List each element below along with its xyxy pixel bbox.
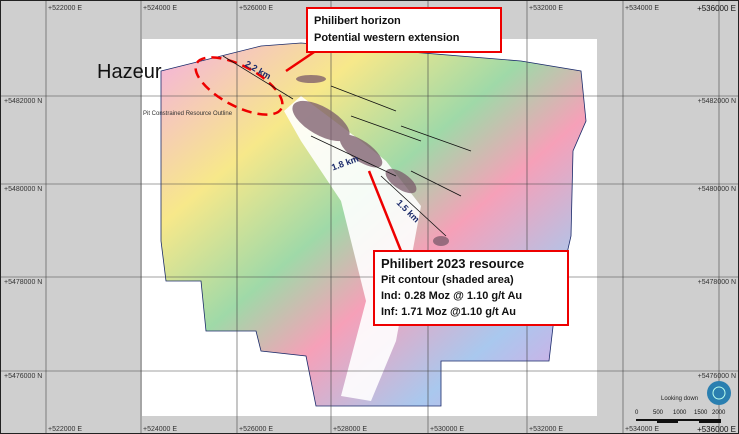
easting-label: +530000 E xyxy=(430,426,464,433)
callout-line: Pit contour (shaded area) xyxy=(381,274,514,286)
easting-label: +534000 E xyxy=(625,5,659,12)
callout-philibert-resource: Philibert 2023 resource Pit contour (sha… xyxy=(373,250,569,326)
easting-label: +532000 E xyxy=(529,5,563,12)
northing-label: +5476000 N xyxy=(4,373,42,380)
scale-label: 1500 xyxy=(694,410,708,416)
view-label: Looking down xyxy=(661,396,699,402)
scale-label: 500 xyxy=(653,410,664,416)
callout-line: Potential western extension xyxy=(314,32,460,44)
easting-label: +522000 E xyxy=(48,426,82,433)
easting-label: +524000 E xyxy=(143,5,177,12)
northing-label: +5480000 N xyxy=(698,186,736,193)
pit-contour-shaded-area xyxy=(292,75,449,246)
easting-label: +526000 E xyxy=(239,426,273,433)
scale-label: 1000 xyxy=(673,410,687,416)
hazeur-label: Hazeur xyxy=(97,61,162,83)
northing-label: +5482000 N xyxy=(698,98,736,105)
scale-label: 0 xyxy=(635,410,639,416)
easting-label: +524000 E xyxy=(143,426,177,433)
callout-philibert-horizon: Philibert horizon Potential western exte… xyxy=(306,7,502,53)
pit-outline-label: Pit Constrained Resource Outline xyxy=(143,111,233,117)
scale-bar xyxy=(636,419,721,423)
callout-title: Philibert 2023 resource xyxy=(381,256,525,271)
northing-label: +5478000 N xyxy=(698,279,736,286)
northing-label: +5480000 N xyxy=(4,186,42,193)
easting-label: +536000 E xyxy=(697,425,736,434)
easting-label: +536000 E xyxy=(697,4,736,13)
compass-ring xyxy=(712,386,726,400)
easting-label: +522000 E xyxy=(48,5,82,12)
callout-line: Inf: 1.71 Moz @1.10 g/t Au xyxy=(381,306,517,318)
northing-label: +5482000 N xyxy=(4,98,42,105)
callout-line: Philibert horizon xyxy=(314,15,401,27)
easting-label: +534000 E xyxy=(625,426,659,433)
callout-line: Ind: 0.28 Moz @ 1.10 g/t Au xyxy=(381,290,523,302)
distance-arrows xyxy=(222,55,472,237)
scale-label: 2000 xyxy=(712,410,726,416)
easting-label: +532000 E xyxy=(529,426,563,433)
northing-label: +5476000 N xyxy=(698,373,736,380)
northing-label: +5478000 N xyxy=(4,279,42,286)
easting-label: +526000 E xyxy=(239,5,273,12)
easting-label: +528000 E xyxy=(333,426,367,433)
hazeur-dashed-outline xyxy=(194,56,284,116)
north-compass-icon xyxy=(707,381,731,405)
